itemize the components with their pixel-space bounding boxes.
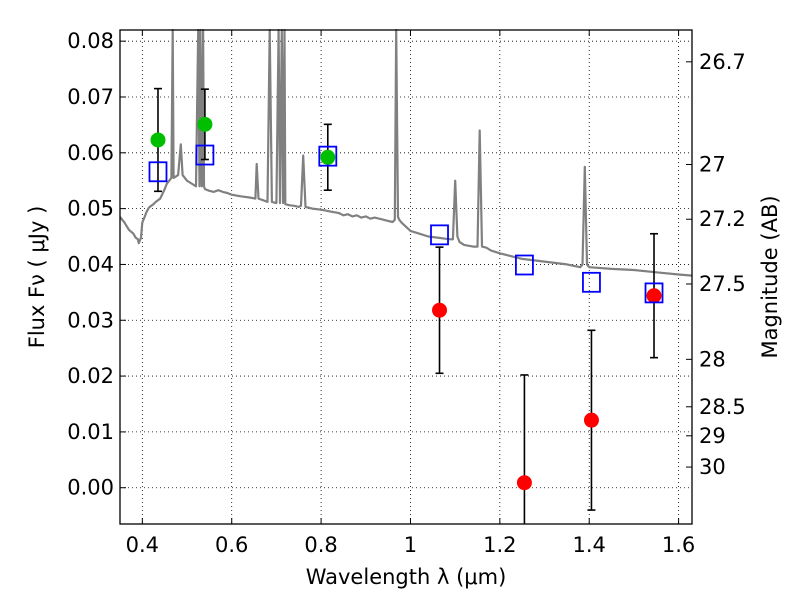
x-tick-label: 0.6 — [215, 533, 248, 557]
data-point — [583, 412, 599, 428]
axis-ticks: 0.4 0.6 0.8 1 1.2 1.4 1.6 0.00 0.01 0.02 0.03 0.04 0… — [67, 29, 746, 557]
y-tick-label: 0.03 — [67, 308, 114, 332]
plot-frame — [119, 29, 693, 525]
y-tick-label: 0.08 — [67, 29, 114, 53]
right-tick-label: 27 — [699, 153, 726, 177]
right-tick-label: 29 — [699, 424, 726, 448]
x-tick-label: 0.4 — [126, 533, 159, 557]
y-tick-label: 0.05 — [67, 197, 114, 221]
y-tick-label: 0.00 — [67, 476, 114, 500]
model-spectrum-line — [119, 28, 693, 277]
y-tick-label: 0.01 — [67, 420, 114, 444]
data-point — [516, 475, 532, 491]
x-tick-label: 1.6 — [662, 533, 695, 557]
right-tick-label: 28 — [699, 347, 726, 371]
model-point — [148, 161, 168, 183]
y-tick-label: 0.07 — [67, 85, 114, 109]
x-tick-label: 1 — [404, 533, 417, 557]
right-tick-label: 27.2 — [699, 207, 746, 231]
model-point — [582, 271, 601, 293]
data-point — [320, 149, 336, 165]
data-point — [432, 302, 448, 318]
y-tick-label: 0.06 — [67, 141, 114, 165]
x-tick-label: 0.8 — [304, 533, 337, 557]
model-point — [644, 282, 664, 304]
data-points — [148, 116, 664, 491]
right-tick-label: 28.5 — [699, 395, 746, 419]
right-tick-label: 30 — [699, 455, 726, 479]
model-point — [515, 254, 534, 276]
y-tick-label: 0.02 — [67, 364, 114, 388]
y-tick-label: 0.04 — [67, 252, 114, 276]
x-tick-label: 1.4 — [573, 533, 606, 557]
error-bars — [153, 87, 659, 524]
data-point — [150, 132, 166, 148]
right-axis-label: Magnitude (AB) — [758, 195, 782, 358]
grid — [120, 30, 692, 524]
model-point — [430, 224, 449, 246]
x-tick-label: 1.2 — [483, 533, 516, 557]
y-axis-label: Flux Fν ( μJy ) — [25, 206, 49, 349]
data-point — [197, 116, 213, 132]
right-tick-label: 27.5 — [699, 272, 746, 296]
model-spectrum-layer — [119, 28, 693, 277]
data-point — [646, 288, 662, 304]
right-tick-label: 26.7 — [699, 50, 746, 74]
model-point — [195, 144, 215, 166]
model-point — [318, 145, 338, 167]
x-axis-label: Wavelength λ (μm) — [306, 565, 507, 589]
